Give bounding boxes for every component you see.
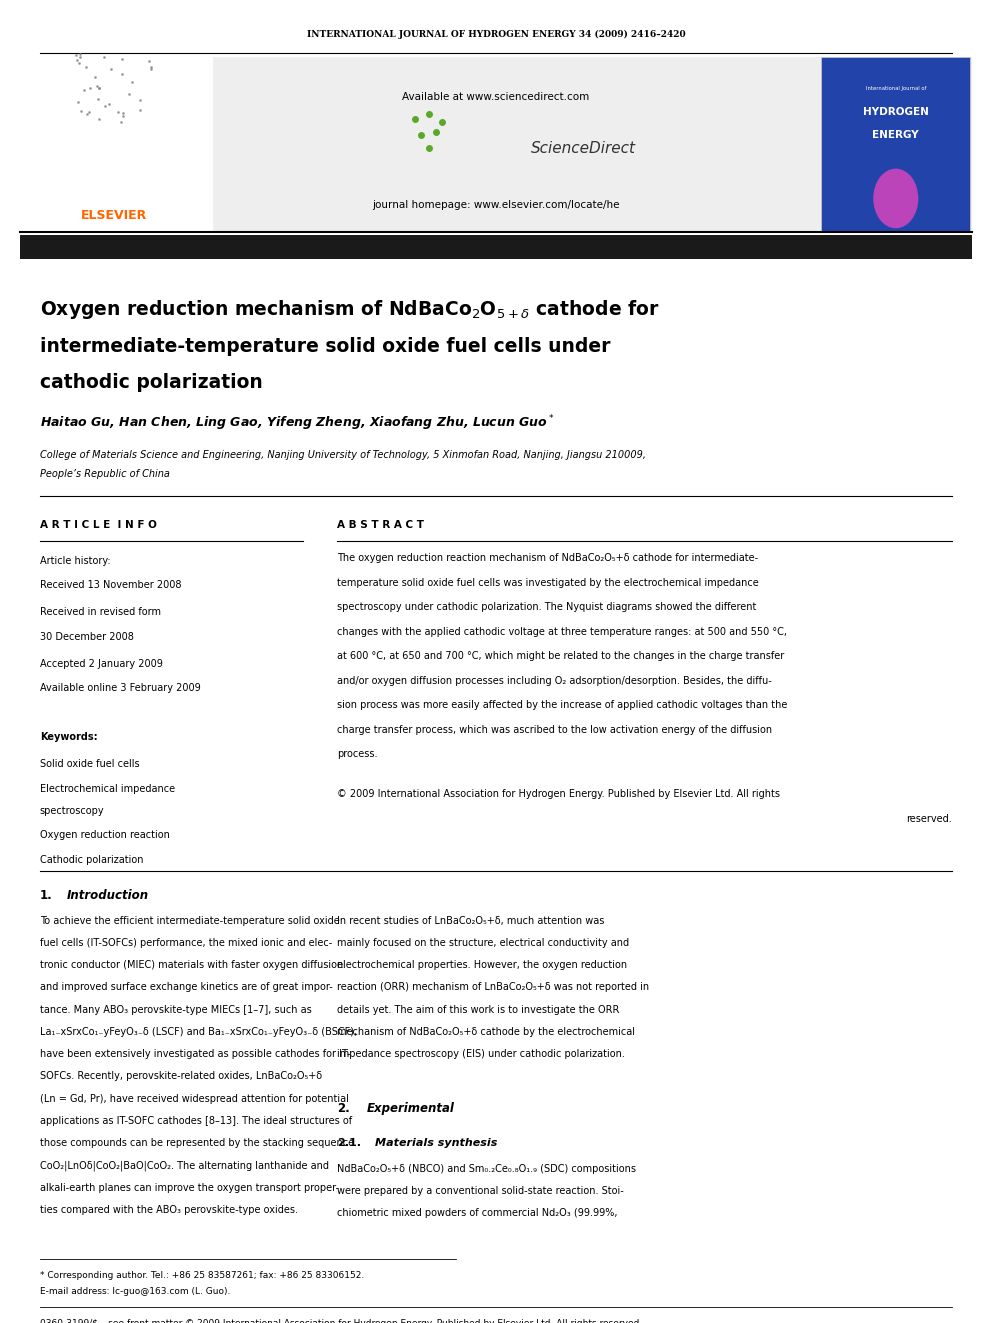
- Text: Received 13 November 2008: Received 13 November 2008: [40, 581, 182, 590]
- Text: alkali-earth planes can improve the oxygen transport proper-: alkali-earth planes can improve the oxyg…: [40, 1183, 338, 1192]
- Text: at 600 °C, at 650 and 700 °C, which might be related to the changes in the charg: at 600 °C, at 650 and 700 °C, which migh…: [337, 651, 785, 662]
- Text: Electrochemical impedance: Electrochemical impedance: [40, 783, 175, 794]
- Text: spectroscopy under cathodic polarization. The Nyquist diagrams showed the differ: spectroscopy under cathodic polarization…: [337, 602, 757, 613]
- Bar: [20, 57, 213, 232]
- Text: process.: process.: [337, 749, 378, 759]
- Text: CoO₂|LnOδ|CoO₂|BaO|CoO₂. The alternating lanthanide and: CoO₂|LnOδ|CoO₂|BaO|CoO₂. The alternating…: [40, 1160, 328, 1171]
- Text: intermediate-temperature solid oxide fuel cells under: intermediate-temperature solid oxide fue…: [40, 337, 610, 356]
- Text: People’s Republic of China: People’s Republic of China: [40, 468, 170, 479]
- Text: 2.: 2.: [337, 1102, 350, 1115]
- Text: were prepared by a conventional solid-state reaction. Stoi-: were prepared by a conventional solid-st…: [337, 1187, 624, 1196]
- Text: Materials synthesis: Materials synthesis: [375, 1138, 497, 1147]
- Text: In recent studies of LnBaCo₂O₅+δ, much attention was: In recent studies of LnBaCo₂O₅+δ, much a…: [337, 916, 605, 926]
- Text: spectroscopy: spectroscopy: [40, 806, 104, 815]
- Text: sion process was more easily affected by the increase of applied cathodic voltag: sion process was more easily affected by…: [337, 700, 788, 710]
- Bar: [20, 57, 972, 232]
- Text: temperature solid oxide fuel cells was investigated by the electrochemical imped: temperature solid oxide fuel cells was i…: [337, 578, 759, 587]
- Text: those compounds can be represented by the stacking sequence: those compounds can be represented by th…: [40, 1138, 354, 1148]
- Text: Available at www.sciencedirect.com: Available at www.sciencedirect.com: [403, 91, 589, 102]
- Text: ELSEVIER: ELSEVIER: [81, 209, 147, 222]
- Text: Haitao Gu, Han Chen, Ling Gao, Yifeng Zheng, Xiaofang Zhu, Lucun Guo$^*$: Haitao Gu, Han Chen, Ling Gao, Yifeng Zh…: [40, 414, 554, 433]
- Text: 30 December 2008: 30 December 2008: [40, 632, 134, 642]
- Text: The oxygen reduction reaction mechanism of NdBaCo₂O₅+δ cathode for intermediate-: The oxygen reduction reaction mechanism …: [337, 553, 759, 564]
- Text: Oxygen reduction reaction: Oxygen reduction reaction: [40, 830, 170, 840]
- Text: details yet. The aim of this work is to investigate the ORR: details yet. The aim of this work is to …: [337, 1004, 620, 1015]
- Text: Keywords:: Keywords:: [40, 732, 97, 742]
- Text: Article history:: Article history:: [40, 556, 110, 566]
- Text: tronic conductor (MIEC) materials with faster oxygen diffusion: tronic conductor (MIEC) materials with f…: [40, 960, 343, 970]
- Text: A B S T R A C T: A B S T R A C T: [337, 520, 425, 531]
- Text: mainly focused on the structure, electrical conductivity and: mainly focused on the structure, electri…: [337, 938, 629, 949]
- Text: tance. Many ABO₃ perovskite-type MIECs [1–7], such as: tance. Many ABO₃ perovskite-type MIECs […: [40, 1004, 311, 1015]
- Text: College of Materials Science and Engineering, Nanjing University of Technology, : College of Materials Science and Enginee…: [40, 450, 646, 460]
- Text: Introduction: Introduction: [66, 889, 149, 902]
- Text: 1.: 1.: [40, 889, 53, 902]
- Text: E-mail address: lc-guo@163.com (L. Guo).: E-mail address: lc-guo@163.com (L. Guo).: [40, 1287, 230, 1295]
- Text: Accepted 2 January 2009: Accepted 2 January 2009: [40, 659, 163, 668]
- Text: charge transfer process, which was ascribed to the low activation energy of the : charge transfer process, which was ascri…: [337, 725, 773, 734]
- Text: 0360-3199/$ – see front matter © 2009 International Association for Hydrogen Ene: 0360-3199/$ – see front matter © 2009 In…: [40, 1319, 642, 1323]
- Text: ties compared with the ABO₃ perovskite-type oxides.: ties compared with the ABO₃ perovskite-t…: [40, 1205, 298, 1215]
- Text: cathodic polarization: cathodic polarization: [40, 373, 263, 392]
- Text: Received in revised form: Received in revised form: [40, 607, 161, 618]
- Text: 2.1.: 2.1.: [337, 1138, 361, 1147]
- Text: and/or oxygen diffusion processes including O₂ adsorption/desorption. Besides, t: and/or oxygen diffusion processes includ…: [337, 676, 772, 685]
- Text: electrochemical properties. However, the oxygen reduction: electrochemical properties. However, the…: [337, 960, 627, 970]
- Text: La₁₋xSrxCo₁₋yFeyO₃₋δ (LSCF) and Ba₁₋xSrxCo₁₋yFeyO₃₋δ (BSCF),: La₁₋xSrxCo₁₋yFeyO₃₋δ (LSCF) and Ba₁₋xSrx…: [40, 1027, 357, 1037]
- Text: reaction (ORR) mechanism of LnBaCo₂O₅+δ was not reported in: reaction (ORR) mechanism of LnBaCo₂O₅+δ …: [337, 983, 650, 992]
- Text: International Journal of: International Journal of: [866, 86, 926, 91]
- Text: applications as IT-SOFC cathodes [8–13]. The ideal structures of: applications as IT-SOFC cathodes [8–13].…: [40, 1115, 352, 1126]
- Text: impedance spectroscopy (EIS) under cathodic polarization.: impedance spectroscopy (EIS) under catho…: [337, 1049, 625, 1060]
- Text: HYDROGEN: HYDROGEN: [863, 107, 929, 118]
- Bar: [821, 57, 970, 232]
- Text: (Ln = Gd, Pr), have received widespread attention for potential: (Ln = Gd, Pr), have received widespread …: [40, 1094, 348, 1103]
- Circle shape: [874, 169, 918, 228]
- Text: reserved.: reserved.: [907, 814, 952, 824]
- Text: changes with the applied cathodic voltage at three temperature ranges: at 500 an: changes with the applied cathodic voltag…: [337, 627, 788, 636]
- Text: ScienceDirect: ScienceDirect: [531, 140, 636, 156]
- Text: A R T I C L E  I N F O: A R T I C L E I N F O: [40, 520, 157, 531]
- Text: Solid oxide fuel cells: Solid oxide fuel cells: [40, 759, 139, 769]
- Text: and improved surface exchange kinetics are of great impor-: and improved surface exchange kinetics a…: [40, 983, 332, 992]
- Text: * Corresponding author. Tel.: +86 25 83587261; fax: +86 25 83306152.: * Corresponding author. Tel.: +86 25 835…: [40, 1271, 364, 1279]
- Text: ENERGY: ENERGY: [872, 130, 920, 140]
- Text: Cathodic polarization: Cathodic polarization: [40, 855, 143, 864]
- Text: mechanism of NdBaCo₂O₅+δ cathode by the electrochemical: mechanism of NdBaCo₂O₅+δ cathode by the …: [337, 1027, 635, 1037]
- Text: To achieve the efficient intermediate-temperature solid oxide: To achieve the efficient intermediate-te…: [40, 916, 339, 926]
- Text: fuel cells (IT-SOFCs) performance, the mixed ionic and elec-: fuel cells (IT-SOFCs) performance, the m…: [40, 938, 332, 949]
- Text: NdBaCo₂O₅+δ (NBCO) and Sm₀.₂Ce₀.₈O₁.₉ (SDC) compositions: NdBaCo₂O₅+δ (NBCO) and Sm₀.₂Ce₀.₈O₁.₉ (S…: [337, 1164, 636, 1174]
- Bar: [20, 235, 972, 259]
- Text: Experimental: Experimental: [367, 1102, 455, 1115]
- Text: journal homepage: www.elsevier.com/locate/he: journal homepage: www.elsevier.com/locat…: [372, 200, 620, 210]
- Text: chiometric mixed powders of commercial Nd₂O₃ (99.99%,: chiometric mixed powders of commercial N…: [337, 1208, 618, 1218]
- Text: Available online 3 February 2009: Available online 3 February 2009: [40, 683, 200, 693]
- Text: INTERNATIONAL JOURNAL OF HYDROGEN ENERGY 34 (2009) 2416–2420: INTERNATIONAL JOURNAL OF HYDROGEN ENERGY…: [307, 30, 685, 38]
- Text: SOFCs. Recently, perovskite-related oxides, LnBaCo₂O₅+δ: SOFCs. Recently, perovskite-related oxid…: [40, 1072, 321, 1081]
- Text: Oxygen reduction mechanism of NdBaCo$_2$O$_{5+\delta}$ cathode for: Oxygen reduction mechanism of NdBaCo$_2$…: [40, 298, 660, 321]
- Text: © 2009 International Association for Hydrogen Energy. Published by Elsevier Ltd.: © 2009 International Association for Hyd…: [337, 790, 781, 799]
- Text: have been extensively investigated as possible cathodes for IT-: have been extensively investigated as po…: [40, 1049, 350, 1060]
